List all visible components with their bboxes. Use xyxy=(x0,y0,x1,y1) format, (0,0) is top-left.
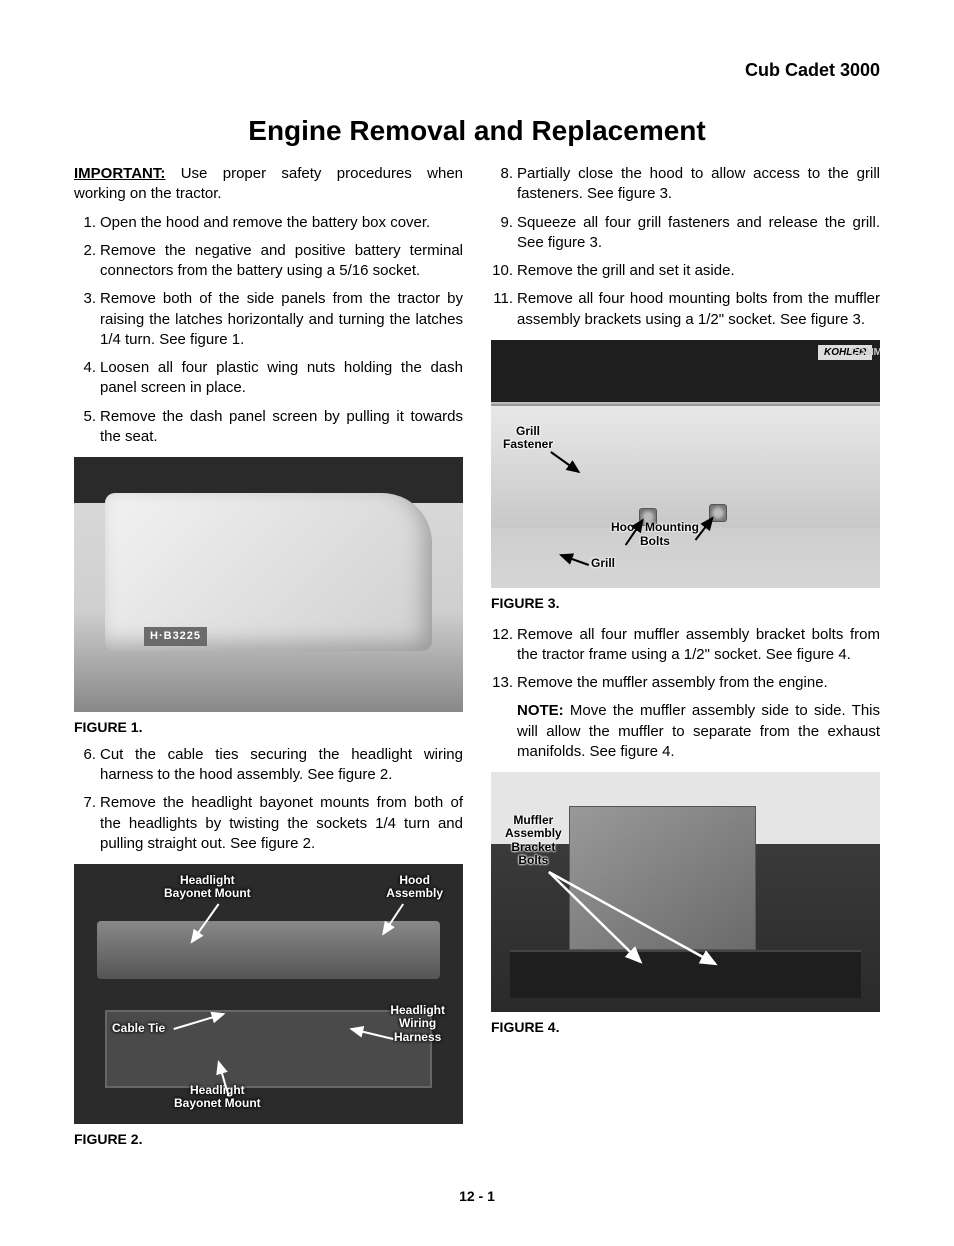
right-steps-a: 8.Partially close the hood to allow acce… xyxy=(491,164,880,330)
step-num: 7. xyxy=(74,793,96,813)
figure-3-caption: FIGURE 3. xyxy=(491,594,880,613)
fig2-label-cable-tie: Cable Tie xyxy=(112,1022,165,1035)
fig4-label-muffler-bolts: MufflerAssemblyBracketBolts xyxy=(505,814,562,867)
step-item: 13.Remove the muffler assembly from the … xyxy=(491,673,880,693)
step-item: 1.Open the hood and remove the battery b… xyxy=(74,213,463,233)
step-item: 7.Remove the headlight bayonet mounts fr… xyxy=(74,793,463,854)
step-num: 8. xyxy=(491,164,513,184)
figure-1-caption: FIGURE 1. xyxy=(74,718,463,737)
fig3-label-grill: Grill xyxy=(591,557,615,570)
fig2-label-hood-assembly: HoodAssembly xyxy=(386,874,443,900)
fig3-hood xyxy=(491,404,880,528)
step-num: 12. xyxy=(491,625,513,645)
figure-3: KOHLER COMM GrillFastener Hood MountingB… xyxy=(491,340,880,613)
step-num: 10. xyxy=(491,261,513,281)
step-item: 6.Cut the cable ties securing the headli… xyxy=(74,745,463,786)
step-item: 5.Remove the dash panel screen by pullin… xyxy=(74,407,463,448)
step-text: Remove all four muffler assembly bracket… xyxy=(517,626,880,663)
step-text: Remove both of the side panels from the … xyxy=(100,290,463,348)
note-label: NOTE: xyxy=(517,702,564,719)
figure-3-image: KOHLER COMM GrillFastener Hood MountingB… xyxy=(491,340,880,588)
right-column: 8.Partially close the hood to allow acce… xyxy=(491,164,880,1157)
fig2-label-bayonet-top: HeadlightBayonet Mount xyxy=(164,874,251,900)
step-text: Remove all four hood mounting bolts from… xyxy=(517,290,880,327)
fig2-crossbar xyxy=(97,921,439,978)
step-text: Remove the negative and positive battery… xyxy=(100,242,463,279)
step-text: Remove the muffler assembly from the eng… xyxy=(517,674,828,691)
page-footer: 12 - 1 xyxy=(74,1187,880,1206)
step-item: 9.Squeeze all four grill fasteners and r… xyxy=(491,213,880,254)
fig3-label-grill-fastener: GrillFastener xyxy=(503,425,553,451)
fig4-frame xyxy=(510,950,860,998)
step-text: Remove the dash panel screen by pulling … xyxy=(100,408,463,445)
figure-2: HeadlightBayonet Mount HoodAssembly Cabl… xyxy=(74,864,463,1149)
figure-1-image: H·B3225 xyxy=(74,457,463,712)
note-paragraph: NOTE: Move the muffler assembly side to … xyxy=(491,701,880,762)
fig2-label-bayonet-bottom: HeadlightBayonet Mount xyxy=(174,1084,261,1110)
figure-1: H·B3225 FIGURE 1. xyxy=(74,457,463,737)
header-brand: Cub Cadet 3000 xyxy=(74,58,880,82)
content-columns: IMPORTANT: Use proper safety procedures … xyxy=(74,164,880,1157)
step-item: 3.Remove both of the side panels from th… xyxy=(74,289,463,350)
right-steps-b: 12.Remove all four muffler assembly brac… xyxy=(491,625,880,694)
step-num: 4. xyxy=(74,358,96,378)
step-num: 6. xyxy=(74,745,96,765)
step-item: 8.Partially close the hood to allow acce… xyxy=(491,164,880,205)
step-num: 1. xyxy=(74,213,96,233)
step-text: Remove the grill and set it aside. xyxy=(517,262,735,279)
figure-2-image: HeadlightBayonet Mount HoodAssembly Cabl… xyxy=(74,864,463,1124)
left-steps-a: 1.Open the hood and remove the battery b… xyxy=(74,213,463,448)
fig4-muffler-box xyxy=(569,806,756,950)
fig3-kohler-badge2: COMM xyxy=(798,345,880,361)
step-item: 12.Remove all four muffler assembly brac… xyxy=(491,625,880,666)
note-text: Move the muffler assembly side to side. … xyxy=(517,702,880,760)
step-num: 5. xyxy=(74,407,96,427)
left-column: IMPORTANT: Use proper safety procedures … xyxy=(74,164,463,1157)
fig3-label-hood-bolts: Hood MountingBolts xyxy=(611,521,699,547)
fig1-tag: H·B3225 xyxy=(144,627,207,646)
step-item: 2.Remove the negative and positive batte… xyxy=(74,241,463,282)
figure-4: MufflerAssemblyBracketBolts FIGURE 4. xyxy=(491,772,880,1037)
page-title: Engine Removal and Replacement xyxy=(74,112,880,150)
step-num: 9. xyxy=(491,213,513,233)
intro-paragraph: IMPORTANT: Use proper safety procedures … xyxy=(74,164,463,205)
figure-4-image: MufflerAssemblyBracketBolts xyxy=(491,772,880,1012)
step-item: 11.Remove all four hood mounting bolts f… xyxy=(491,289,880,330)
step-text: Squeeze all four grill fasteners and rel… xyxy=(517,214,880,251)
fig2-label-wiring-harness: HeadlightWiringHarness xyxy=(390,1004,445,1044)
step-text: Partially close the hood to allow access… xyxy=(517,165,880,202)
figure-4-caption: FIGURE 4. xyxy=(491,1018,880,1037)
step-item: 10.Remove the grill and set it aside. xyxy=(491,261,880,281)
step-text: Open the hood and remove the battery box… xyxy=(100,214,430,231)
important-label: IMPORTANT: xyxy=(74,165,165,182)
step-text: Loosen all four plastic wing nuts holdin… xyxy=(100,359,463,396)
step-text: Cut the cable ties securing the headligh… xyxy=(100,746,463,783)
step-text: Remove the headlight bayonet mounts from… xyxy=(100,794,463,852)
step-item: 4.Loosen all four plastic wing nuts hold… xyxy=(74,358,463,399)
figure-2-caption: FIGURE 2. xyxy=(74,1130,463,1149)
step-num: 11. xyxy=(491,289,513,309)
step-num: 13. xyxy=(491,673,513,693)
left-steps-b: 6.Cut the cable ties securing the headli… xyxy=(74,745,463,854)
step-num: 3. xyxy=(74,289,96,309)
fig3-bolt xyxy=(709,504,727,522)
step-num: 2. xyxy=(74,241,96,261)
